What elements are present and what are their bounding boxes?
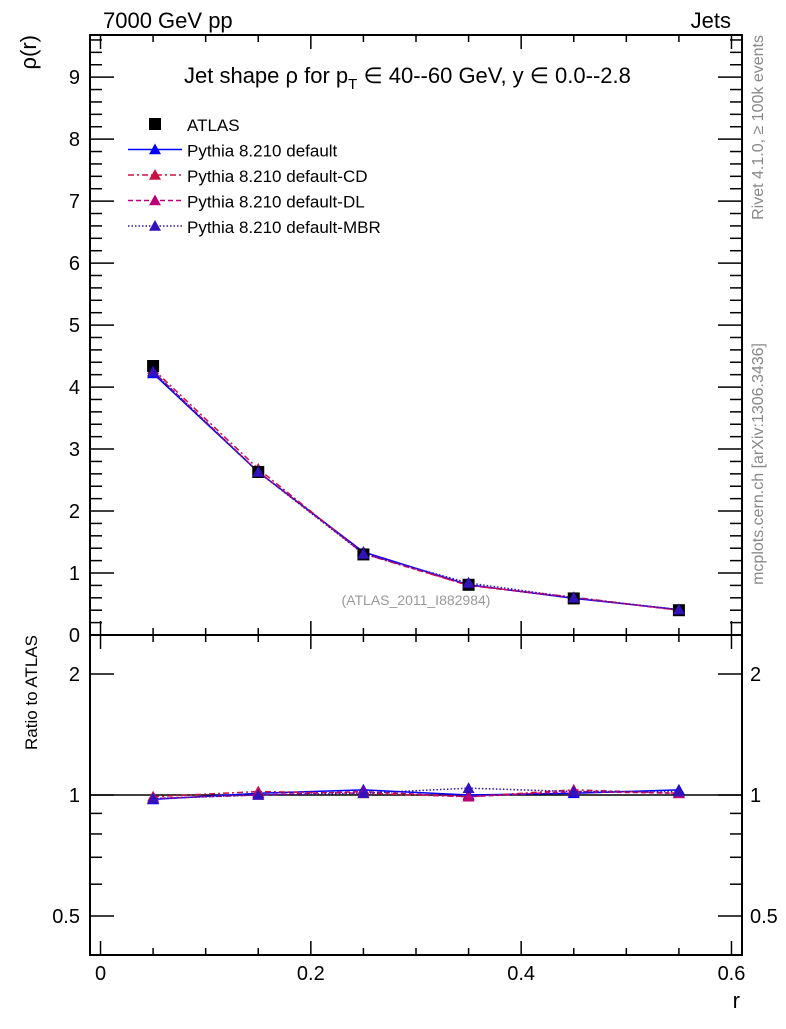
- y-tick-label: 9: [69, 67, 80, 89]
- ratio-y-tick-label: 0.5: [52, 906, 80, 928]
- series-line-3: [152, 371, 679, 611]
- ratio-y-tick-label-right: 2: [750, 664, 761, 686]
- ratio-marker-2: [462, 790, 475, 802]
- ratio-y-tick-label: 2: [69, 664, 80, 686]
- series-marker-3: [462, 576, 475, 588]
- header-left: 7000 GeV pp: [103, 8, 233, 33]
- ratio-marker-3: [672, 785, 685, 797]
- y-tick-label: 1: [69, 563, 80, 585]
- x-tick-label: 0: [95, 963, 106, 985]
- legend: ATLAS Pythia 8.210 default Pythia 8.210 de…: [128, 116, 381, 237]
- series-marker-3: [567, 591, 580, 603]
- y-tick-label: 8: [69, 129, 80, 151]
- series-marker-3: [147, 365, 160, 377]
- series-marker-3: [672, 603, 685, 615]
- legend-marker-atlas: [149, 118, 161, 130]
- legend-label-0: Pythia 8.210 default: [187, 142, 338, 161]
- title-pre: Jet shape ρ for p: [184, 63, 348, 88]
- ratio-line-3: [153, 787, 679, 800]
- legend-label-2: Pythia 8.210 default-DL: [187, 193, 365, 212]
- side-label-top: Rivet 4.1.0, ≥ 100k events: [750, 35, 767, 220]
- legend-marker-0: [149, 143, 161, 155]
- ratio-y-tick-label: 1: [69, 785, 80, 807]
- legend-marker-1: [149, 169, 161, 180]
- y-tick-label: 0: [69, 625, 80, 647]
- x-tick-label: 0.2: [297, 963, 325, 985]
- y-tick-label: 3: [69, 439, 80, 461]
- legend-label-3: Pythia 8.210 default-MBR: [187, 218, 381, 237]
- x-tick-label: 0.6: [718, 963, 746, 985]
- x-tick-label: 0.4: [507, 963, 535, 985]
- ratio-y-tick-label-right: 0.5: [750, 906, 778, 928]
- ratio-line-1: [153, 789, 679, 798]
- legend-marker-2: [149, 194, 161, 206]
- x-axis-label: r: [733, 988, 740, 1013]
- plot-title: Jet shape ρ for pT ∈ 40--60 GeV, y ∈ 0.0…: [184, 63, 631, 93]
- title-sub: T: [348, 76, 357, 93]
- side-label-bottom: mcplots.cern.ch [arXiv:1306.3436]: [750, 343, 767, 585]
- legend-label-1: Pythia 8.210 default-CD: [187, 167, 368, 186]
- ratio-marker-3: [357, 787, 370, 799]
- header-right: Jets: [691, 8, 731, 33]
- series-line-0: [152, 372, 679, 611]
- ratio-marker-3: [252, 789, 265, 800]
- ratio-line-0: [153, 789, 679, 801]
- ratio-y-axis-label: Ratio to ATLAS: [22, 635, 41, 750]
- ratio-marker-3: [462, 782, 475, 793]
- series-line-2: [152, 371, 679, 611]
- y-tick-label: 7: [69, 191, 80, 213]
- y-tick-label: 5: [69, 315, 80, 337]
- y-axis-label: ρ(r): [16, 35, 41, 70]
- ratio-marker-3: [147, 792, 160, 804]
- y-tick-label: 2: [69, 501, 80, 523]
- ratio-y-tick-label-right: 1: [750, 785, 761, 807]
- ratio-marker-3: [567, 785, 580, 797]
- y-tick-label: 6: [69, 253, 80, 275]
- series-marker-3: [357, 547, 370, 559]
- y-tick-label: 4: [69, 377, 80, 399]
- series-line-1: [152, 368, 679, 611]
- series-marker-3: [252, 465, 265, 477]
- title-post: ∈ 40--60 GeV, y ∈ 0.0--2.8: [357, 63, 631, 88]
- legend-marker-3: [149, 220, 161, 231]
- analysis-label: (ATLAS_2011_I882984): [342, 592, 491, 608]
- legend-label-atlas: ATLAS: [187, 116, 240, 135]
